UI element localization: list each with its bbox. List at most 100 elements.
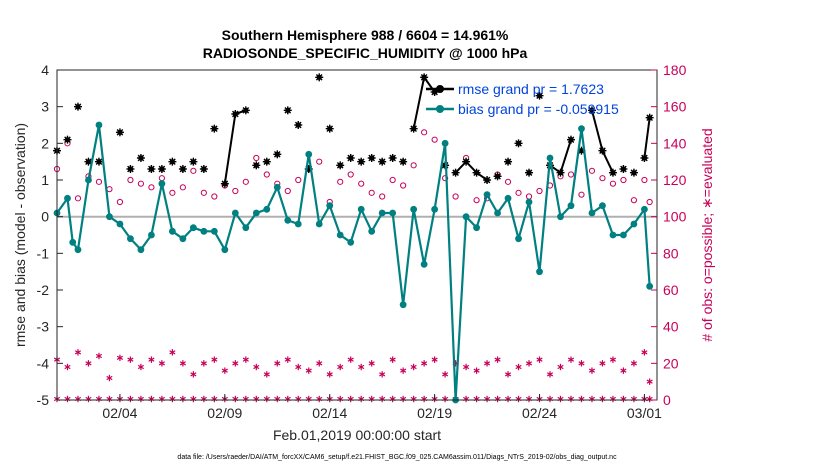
plot-area [57,70,657,400]
obs-possible-point [578,191,585,198]
rmse-point-ray [557,169,564,176]
asterisk-stroke [410,364,417,370]
obs-evaluated-point [242,356,249,363]
bias-point [85,176,92,184]
obs-evaluated-point [137,363,144,371]
obs-possible-point [358,180,365,187]
rmse-point-ray [294,121,302,129]
bias-point [347,238,355,246]
chart-subtitle: RADIOSONDE_SPECIFIC_HUMIDITY @ 1000 hPa [203,45,528,61]
y-tick-left-label: -4 [37,355,50,371]
bias-point [399,301,407,309]
obs-possible-point [400,182,407,189]
bias-point [515,235,522,243]
obs-possible-point [137,180,145,187]
asterisk-stroke [641,350,648,355]
y-tick-left-label: 0 [41,209,49,225]
obs-evaluated-point [379,371,386,378]
rmse-point-ray [315,74,323,81]
obs-evaluated-point [463,363,470,371]
obs-evaluated-point [95,352,103,360]
rmse-point-ray [536,92,543,99]
obs-possible-point [284,187,291,195]
asterisk-stroke [190,372,197,377]
bias-point [189,224,197,232]
bias-point [221,246,229,254]
obs-evaluated-point [473,367,480,374]
y-tick-right-label: 40 [663,319,679,335]
asterisk-stroke [274,361,281,366]
obs-evaluated-point [232,360,239,367]
obs-possible-point [389,176,396,184]
obs-possible-point [473,197,480,204]
y-tick-left-label: 3 [41,99,49,115]
bias-point [609,231,617,239]
rmse-point-ray [148,165,155,173]
bias-point [137,246,145,254]
obs-possible-point [630,197,638,204]
obs-evaluated-point [546,371,554,378]
rmse-point-ray [483,176,491,184]
y-tick-left-label: 4 [41,62,49,78]
rmse-point [619,165,628,173]
bias-point [588,209,596,217]
rmse-point-ray [252,162,260,169]
rmse-point-ray [158,165,166,173]
rmse-point [294,121,303,129]
legend-bias-label: bias grand pr = -0.059915 [458,101,619,117]
x-tick-label: 02/14 [312,405,347,421]
rmse-point-ray [646,114,653,121]
obs-evaluated-point [116,354,124,362]
obs-evaluated-point [358,363,365,371]
y-tick-right-label: 140 [663,135,687,151]
x-tick-label: 02/09 [207,405,242,421]
rmse-point [472,168,481,177]
rmse-point [178,165,187,173]
asterisk-stroke [64,364,71,370]
rmse-point-ray [169,158,176,165]
asterisk-stroke [221,368,228,373]
asterisk-stroke [106,375,113,381]
obs-possible-point [253,154,260,162]
rmse-point [367,154,376,162]
obs-possible-point [232,187,239,195]
obs-evaluated-point [305,367,312,374]
y-tick-right-label: 160 [663,99,687,115]
asterisk-stroke [116,355,124,360]
bias-point [420,260,428,268]
rmse-point [388,154,397,162]
bias-point [273,183,281,191]
rmse-point-ray [462,158,470,165]
rmse-point-ray [588,107,596,114]
asterisk-stroke [232,361,239,366]
y-axis-label-right: # of obs: o=possible; ∗=evaluated [699,128,715,341]
rmse-point-ray [284,107,292,114]
obs-evaluated-point [337,363,344,371]
rmse-point-ray [211,125,218,132]
obs-evaluated-point [557,363,564,371]
rmse-point [556,168,565,177]
bias-point [315,220,323,228]
obs-possible-point [567,171,575,178]
obs-possible-point [609,180,617,187]
obs-evaluated-point [494,356,501,363]
asterisk-stroke [74,350,82,355]
obs-possible-point [211,193,218,200]
bias-point [158,180,166,188]
rmse-point-ray [620,165,627,173]
bias-point [357,205,365,213]
data-file-footer: data file: /Users/raeder/DAI/ATM_forcXX/… [177,454,617,461]
asterisk-stroke [148,357,155,362]
obs-possible-point [588,167,596,174]
obs-possible-point [295,176,302,184]
rmse-point-ray [630,169,638,176]
asterisk-stroke [494,357,501,362]
rmse-point [63,135,72,144]
rmse-point [147,165,156,173]
obs-evaluated-point [179,360,186,367]
obs-evaluated-point [515,363,522,371]
bias-point [168,227,176,235]
asterisk-stroke [326,372,333,377]
obs-evaluated-point [646,378,653,385]
obs-evaluated-point [316,360,323,367]
